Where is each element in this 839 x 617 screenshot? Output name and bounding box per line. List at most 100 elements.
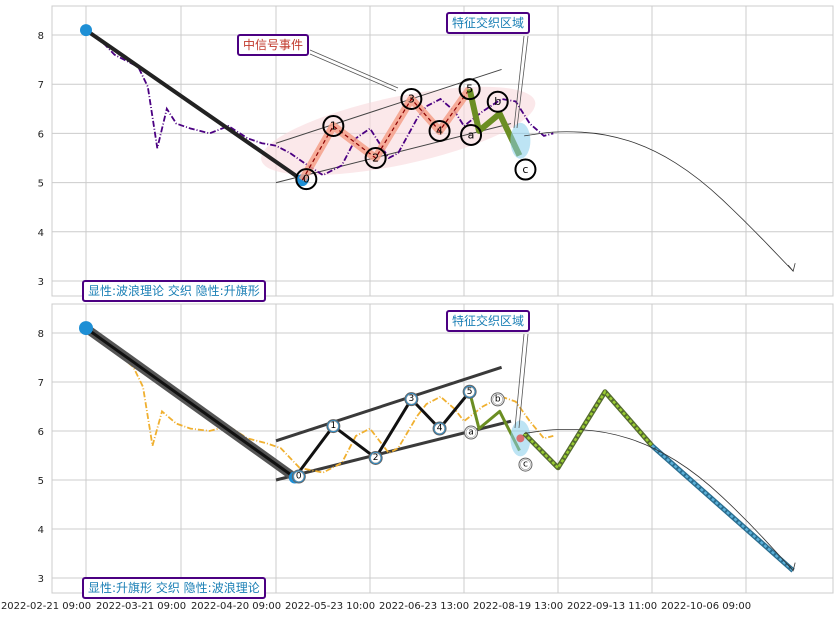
y-tick-label: 7 (38, 378, 44, 389)
wave-label-1: 1 (326, 419, 341, 434)
correction-line (468, 391, 521, 452)
wave-label-ring (514, 158, 537, 181)
forecast-arc-arrow (787, 562, 796, 572)
plot-frame (51, 303, 834, 594)
feature-callout-pointer (514, 333, 529, 429)
y-tick-label: 8 (38, 329, 44, 340)
wave-label-ring (458, 78, 481, 101)
wave-label-4: 4 (428, 119, 451, 142)
wave-label-3: 3 (404, 392, 419, 407)
trend-line-core (85, 326, 296, 479)
wave-label-text: 0 (303, 173, 310, 186)
wave-label-text: c (522, 163, 528, 176)
x-tick-label: 2022-04-20 09:00 (191, 601, 281, 612)
y-tick-label: 7 (38, 80, 44, 91)
wave-label-text: 1 (330, 120, 337, 133)
x-tick-label: 2022-10-06 09:00 (661, 601, 751, 612)
top-panel-annotation: 显性:波浪理论 交织 隐性:升旗形 (82, 280, 266, 302)
y-tick-label: 6 (38, 129, 44, 140)
bottom-panel-annotation: 显性:升旗形 交织 隐性:波浪理论 (82, 577, 266, 599)
signal-highlight-ellipse (261, 86, 536, 176)
x-tick-label: 2022-05-23 10:00 (285, 601, 375, 612)
wave-label-b: b (490, 392, 505, 407)
wave-label-text: 3 (408, 394, 414, 404)
y-tick-label: 5 (38, 179, 44, 190)
signal-callout-pointer (309, 49, 399, 92)
wave-label-ring (428, 119, 451, 142)
wave-line (293, 390, 471, 479)
wave-label-3: 3 (400, 87, 423, 110)
wave-label-inner (520, 459, 531, 470)
trend-line (84, 28, 305, 183)
wave-label-ring (486, 90, 509, 113)
wave-label-inner (434, 423, 445, 434)
forecast-decline (651, 444, 794, 572)
y-tick-label: 4 (38, 228, 44, 239)
y-tick-label: 8 (38, 31, 44, 42)
bottom-feature-callout: 特征交织区域 (446, 310, 531, 332)
wave-label-inner (328, 420, 339, 432)
y-tick-label: 3 (38, 574, 44, 585)
grid (52, 304, 833, 593)
x-axis: 2022-02-21 09:00 2022-03-21 09:00 2022-04-… (1, 601, 751, 612)
wave-label-1: 1 (322, 115, 345, 138)
price-series (85, 29, 554, 177)
forecast-arc (524, 428, 794, 571)
wave-label-0: 0 (295, 168, 318, 191)
x-tick-label: 2022-03-21 09:00 (96, 601, 186, 612)
wave-label-ring (460, 123, 483, 146)
wave-label-text: b (495, 394, 501, 404)
wave-label-inner (492, 394, 504, 405)
plot-frame (51, 5, 834, 297)
grid (52, 6, 833, 296)
feature-zone-ellipse (510, 122, 531, 159)
wave-label-text: 2 (372, 152, 379, 165)
wave-label-text: 0 (296, 472, 302, 482)
wave-label-5: 5 (462, 384, 477, 399)
feature-callout-pointer (513, 35, 529, 129)
wave-label-ring (295, 168, 318, 191)
wave-label-5: 5 (458, 78, 481, 101)
wave-label-inner (464, 386, 475, 398)
wave-label-inner (406, 393, 417, 405)
wave-label-c: c (518, 457, 533, 472)
top-feature-callout: 特征交织区域 (446, 12, 531, 34)
forecast-zigzag-outline (522, 389, 654, 471)
y-tick-label: 3 (38, 277, 44, 288)
top-signal-callout: 中信号事件 (237, 34, 310, 56)
wave-label-text: 4 (437, 424, 443, 434)
wave-label-2: 2 (364, 147, 387, 169)
wave-label-4: 4 (432, 421, 447, 436)
price-series (85, 327, 554, 474)
wave-label-text: a (468, 428, 474, 438)
wave-label-a: a (464, 425, 479, 440)
forecast-arc-arrow (787, 263, 796, 273)
wave-label-text: c (523, 460, 528, 470)
y-tick-label: 6 (38, 427, 44, 438)
trend-start-node (80, 24, 92, 37)
wave-label-ring (322, 115, 345, 138)
wave-label-text: 5 (467, 387, 473, 397)
wave-label-text: 2 (373, 453, 379, 463)
wave-label-text: 1 (330, 421, 336, 431)
x-tick-label: 2022-06-23 13:00 (379, 601, 469, 612)
feature-zone-center (516, 434, 525, 443)
wave-label-a: a (460, 123, 483, 146)
chart-panel-top: 3 4 5 6 7 8 0 1 2 3 4 5 a b c (38, 5, 834, 297)
wave-label-0: 0 (291, 469, 306, 484)
wave-label-2: 2 (368, 450, 383, 465)
wave-label-inner (370, 452, 381, 464)
wave-label-text: b (494, 95, 501, 108)
wave-label-b: b (486, 90, 509, 113)
correction-line (466, 88, 523, 157)
wave-label-text: 5 (466, 83, 473, 96)
y-tick-label: 5 (38, 476, 44, 487)
wave-label-text: 3 (408, 92, 415, 105)
wave-label-ring (400, 87, 423, 110)
wave-label-inner (293, 471, 305, 482)
x-tick-label: 2022-09-13 11:00 (567, 601, 657, 612)
flag-channel-line (275, 365, 503, 443)
x-tick-label: 2022-02-21 09:00 (1, 601, 91, 612)
wave-label-text: 4 (436, 124, 443, 137)
chart-panel-bottom: 3 4 5 6 7 8 0 1 2 3 4 5 a b c (38, 303, 834, 594)
